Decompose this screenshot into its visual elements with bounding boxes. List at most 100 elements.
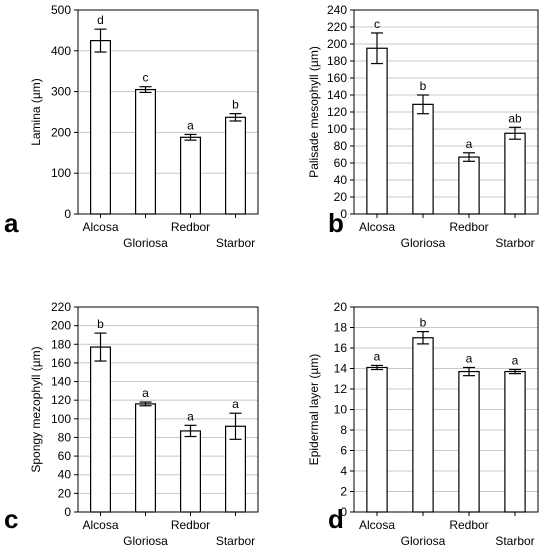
significance-label: a [466, 137, 473, 151]
y-tick-label: 240 [327, 3, 347, 17]
significance-label: a [512, 354, 519, 368]
bar-redbor [180, 136, 202, 215]
bar-starbor [504, 370, 526, 513]
y-tick-label: 0 [340, 207, 347, 221]
y-tick-label: 20 [58, 486, 72, 500]
x-tick-label: Gloriosa [123, 236, 168, 250]
y-tick-label: 400 [51, 44, 71, 58]
plot-frame [77, 9, 259, 215]
x-tick-label: Gloriosa [401, 534, 446, 548]
y-tick-label: 40 [58, 468, 72, 482]
plot-frame [77, 306, 259, 513]
y-tick-label: 180 [327, 54, 347, 68]
y-tick-label: 300 [51, 85, 71, 99]
bar-redbor [458, 156, 480, 215]
y-tick-label: 40 [334, 173, 348, 187]
y-tick-label: 80 [334, 139, 348, 153]
panel-letter: c [4, 504, 18, 534]
x-tick-label: Alcosa [359, 220, 395, 234]
bar-gloriosa [135, 403, 157, 513]
x-tick-label: Starbor [216, 534, 255, 548]
x-tick-label: Gloriosa [123, 534, 168, 548]
y-axis-title: Lamina (µm) [29, 78, 43, 146]
y-tick-label: 14 [334, 362, 348, 376]
significance-label: a [374, 349, 381, 363]
y-tick-label: 100 [327, 122, 347, 136]
x-tick-label: Starbor [216, 236, 255, 250]
significance-label: b [232, 98, 239, 112]
y-tick-label: 100 [51, 166, 71, 180]
y-tick-label: 10 [334, 403, 348, 417]
bar-starbor [504, 132, 526, 215]
x-tick-label: Redbor [449, 220, 488, 234]
significance-label: c [143, 71, 149, 85]
y-tick-label: 16 [334, 341, 348, 355]
y-tick-label: 20 [334, 190, 348, 204]
y-tick-label: 20 [334, 300, 348, 314]
y-tick-label: 140 [327, 88, 347, 102]
bar-gloriosa [412, 337, 434, 513]
y-tick-label: 220 [327, 20, 347, 34]
y-tick-label: 120 [327, 105, 347, 119]
x-tick-label: Redbor [171, 518, 210, 532]
y-tick-label: 200 [51, 125, 71, 139]
chart-panel-d: 0 2 4 6 8 10 12 14 16 18 20 Epidermal layer (µm) a Al… [307, 300, 539, 548]
y-tick-label: 80 [58, 430, 72, 444]
y-tick-label: 160 [51, 356, 71, 370]
y-tick-label: 120 [51, 393, 71, 407]
y-tick-label: 0 [340, 505, 347, 519]
y-tick-label: 18 [334, 321, 348, 335]
y-tick-label: 180 [51, 337, 71, 351]
x-tick-label: Alcosa [359, 518, 395, 532]
y-tick-label: 60 [334, 156, 348, 170]
y-axis-title: Palisade mesophyll (µm) [307, 46, 321, 178]
y-tick-label: 12 [334, 382, 348, 396]
x-tick-label: Alcosa [82, 220, 118, 234]
significance-label: a [466, 351, 473, 365]
bar-redbor [180, 430, 202, 513]
x-tick-label: Starbor [495, 236, 534, 250]
y-tick-label: 4 [340, 464, 347, 478]
y-tick-label: 8 [340, 423, 347, 437]
bar-alcosa [366, 47, 388, 215]
y-tick-label: 100 [51, 412, 71, 426]
significance-label: b [97, 317, 104, 331]
panel-letter: d [328, 504, 344, 534]
chart-panel-c: 0 20 40 60 80 100 120 140 160 180 200 220 Spongy mez… [4, 300, 259, 548]
x-tick-label: Starbor [495, 534, 534, 548]
bar-alcosa [89, 39, 111, 215]
y-tick-label: 200 [327, 37, 347, 51]
y-tick-label: 200 [51, 319, 71, 333]
significance-label: b [420, 316, 427, 330]
x-tick-label: Redbor [449, 518, 488, 532]
significance-label: c [374, 17, 380, 31]
y-tick-label: 500 [51, 3, 71, 17]
bar-alcosa [89, 346, 111, 513]
chart-panel-b: 0 20 40 60 80 100 120 140 160 180 200 220 240 Palisad… [307, 3, 539, 250]
y-tick-label: 140 [51, 375, 71, 389]
y-tick-label: 220 [51, 300, 71, 314]
y-tick-label: 60 [58, 449, 72, 463]
significance-label: ab [508, 111, 522, 125]
y-tick-label: 0 [64, 505, 71, 519]
significance-label: d [97, 13, 104, 27]
y-tick-label: 160 [327, 71, 347, 85]
bar-gloriosa [135, 88, 157, 215]
bar-starbor [225, 116, 247, 215]
bar-redbor [458, 370, 480, 513]
x-tick-label: Gloriosa [401, 236, 446, 250]
significance-label: a [142, 386, 149, 400]
panel-letter: b [328, 208, 344, 238]
panel-letter: a [4, 208, 19, 238]
chart-panel-a: 0 100 200 300 400 500 Lamina (µm) d Alcosa c Glori… [4, 3, 259, 250]
bar-gloriosa [412, 103, 434, 215]
y-tick-label: 6 [340, 444, 347, 458]
x-tick-label: Redbor [171, 220, 210, 234]
y-axis-title: Spongy mezophyll (µm) [29, 346, 43, 472]
bar-alcosa [366, 366, 388, 513]
significance-label: a [232, 397, 239, 411]
y-tick-label: 0 [64, 207, 71, 221]
x-tick-label: Alcosa [82, 518, 118, 532]
y-axis-title: Epidermal layer (µm) [307, 354, 321, 466]
